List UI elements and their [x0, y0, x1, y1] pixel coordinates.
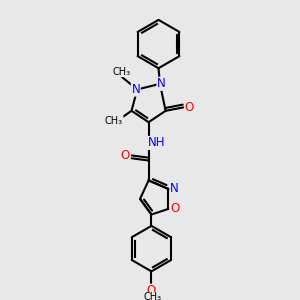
- Text: O: O: [170, 202, 179, 215]
- Text: O: O: [121, 149, 130, 163]
- Text: N: N: [131, 83, 140, 96]
- Text: N: N: [157, 77, 166, 90]
- Text: CH₃: CH₃: [144, 292, 162, 300]
- Text: NH: NH: [148, 136, 165, 149]
- Text: O: O: [147, 284, 156, 297]
- Text: N: N: [170, 182, 179, 196]
- Text: CH₃: CH₃: [105, 116, 123, 126]
- Text: CH₃: CH₃: [112, 67, 130, 76]
- Text: O: O: [185, 101, 194, 114]
